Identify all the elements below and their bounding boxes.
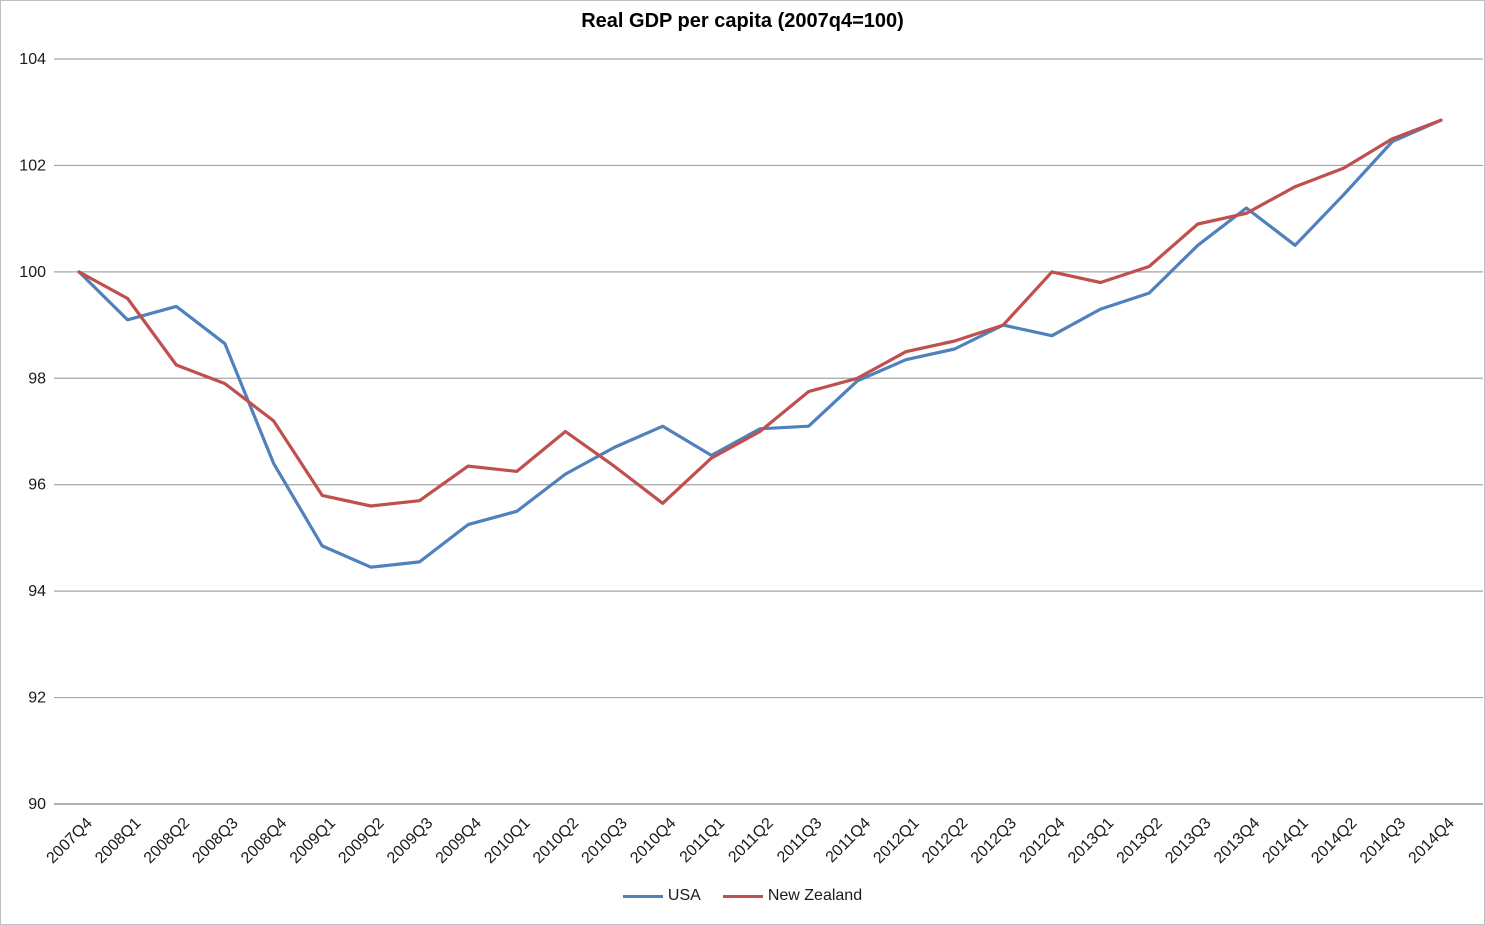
x-axis-tick-label: 2008Q3	[189, 815, 241, 867]
y-axis-tick-label: 98	[28, 370, 46, 387]
x-axis-tick-label: 2010Q4	[627, 815, 679, 867]
x-axis-tick-label: 2014Q1	[1260, 815, 1312, 867]
x-axis-tick-label: 2008Q2	[141, 815, 193, 867]
x-axis-tick-label: 2013Q3	[1162, 815, 1214, 867]
x-axis-tick-label: 2014Q2	[1308, 815, 1360, 867]
y-axis-tick-label: 100	[19, 264, 46, 281]
x-axis-tick-label: 2009Q3	[384, 815, 436, 867]
legend-item-new-zealand: New Zealand	[722, 887, 863, 905]
x-axis-tick-label: 2010Q2	[530, 815, 582, 867]
legend-item-usa: USA	[622, 887, 701, 905]
x-axis-tick-label: 2012Q1	[870, 815, 922, 867]
usa-line-swatch	[622, 894, 663, 898]
new-zealand-line-swatch	[722, 894, 763, 898]
x-axis-tick-label: 2011Q2	[725, 815, 777, 867]
x-axis-tick-label: 2013Q1	[1065, 815, 1117, 867]
x-axis-tick-label: 2012Q4	[1016, 815, 1068, 867]
legend-label-usa: USA	[667, 887, 701, 904]
x-axis-tick-label: 2009Q2	[335, 815, 387, 867]
y-axis-tick-label: 90	[28, 796, 46, 813]
x-axis-tick-label: 2012Q2	[919, 815, 971, 867]
y-axis-tick-label: 92	[28, 690, 46, 707]
legend-label-new-zealand: New Zealand	[767, 887, 863, 904]
x-axis-tick-label: 2010Q1	[481, 815, 533, 867]
y-axis-tick-label: 94	[28, 583, 46, 600]
x-axis-tick-label: 2009Q4	[433, 815, 485, 867]
x-axis-tick-label: 2013Q4	[1211, 815, 1263, 867]
y-axis-tick-label: 104	[19, 51, 46, 68]
new-zealand-line	[77, 118, 1443, 508]
x-axis-tick-label: 2008Q1	[92, 815, 144, 867]
x-axis-tick-label: 2014Q4	[1406, 815, 1458, 867]
x-axis-tick-label: 2011Q1	[677, 815, 729, 867]
x-axis-tick-label: 2011Q4	[823, 815, 875, 867]
x-axis-tick-label: 2010Q3	[579, 815, 631, 867]
x-axis-tick-label: 2011Q3	[774, 815, 826, 867]
x-axis-tick-label: 2012Q3	[968, 815, 1020, 867]
y-axis-tick-label: 102	[19, 157, 46, 174]
usa-line	[77, 118, 1443, 569]
chart-title: Real GDP per capita (2007q4=100)	[581, 10, 904, 32]
x-axis-tick-label: 2013Q2	[1114, 815, 1166, 867]
x-axis-tick-label: 2014Q3	[1357, 815, 1409, 867]
x-axis-tick-label: 2009Q1	[287, 815, 339, 867]
legend: USA New Zealand	[1, 887, 1484, 905]
y-axis-tick-label: 96	[28, 477, 46, 494]
x-axis-tick-label: 2008Q4	[238, 815, 290, 867]
x-axis-tick-label: 2007Q4	[44, 815, 96, 867]
